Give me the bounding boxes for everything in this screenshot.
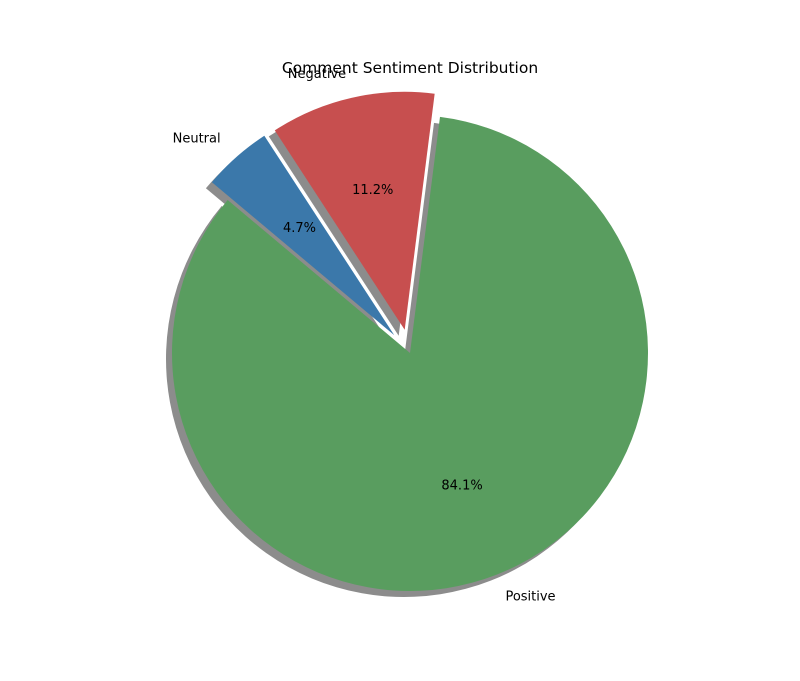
slice-percent-neutral: 4.7%	[283, 221, 316, 236]
slice-neutral	[211, 135, 395, 336]
slice-negative	[274, 91, 435, 330]
chart-title: Comment Sentiment Distribution	[282, 59, 538, 77]
slice-label-neutral: Neutral	[173, 132, 221, 147]
pie-slices	[172, 91, 649, 591]
slice-labels: Positive 84.1% Negative 11.2% Neutral 4.7%	[173, 67, 556, 604]
slice-label-positive: Positive	[505, 589, 555, 604]
slice-percent-positive: 84.1%	[441, 478, 482, 493]
slice-positive	[172, 116, 649, 591]
slice-percent-negative: 11.2%	[352, 183, 393, 198]
slice-label-negative: Negative	[288, 67, 346, 82]
